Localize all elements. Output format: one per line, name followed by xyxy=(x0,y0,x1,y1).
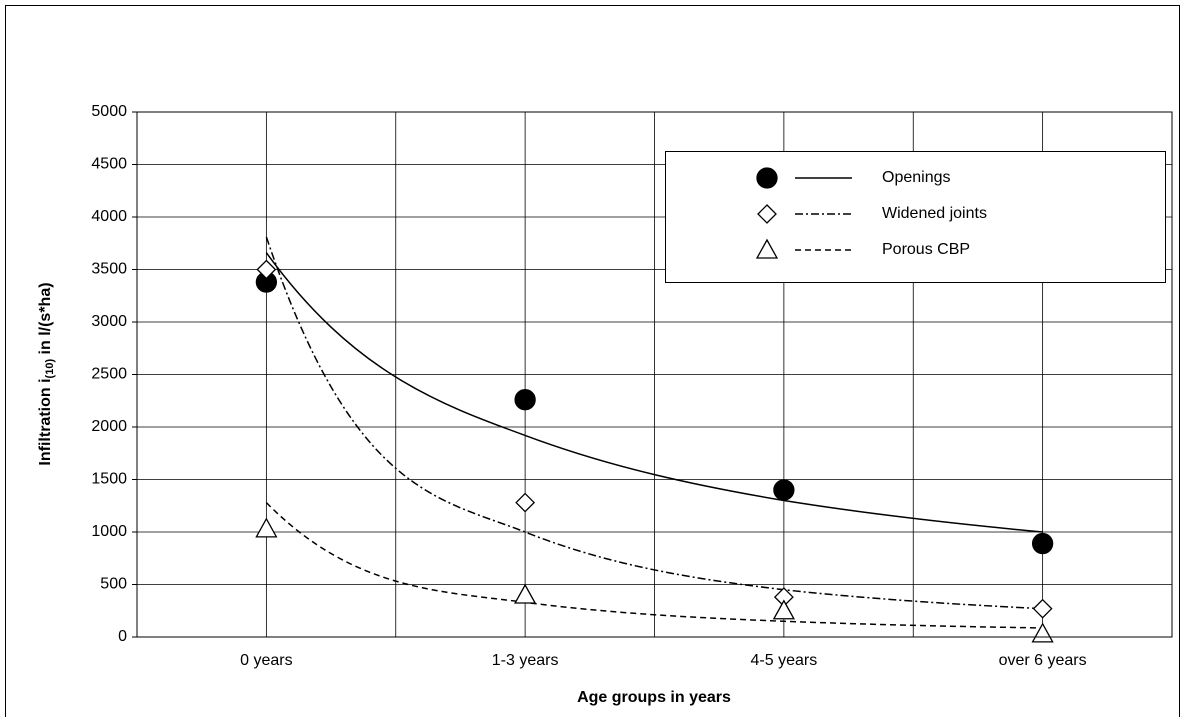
trend-line xyxy=(265,236,1043,610)
legend: Openings Widened joints Porous CBP xyxy=(665,151,1166,283)
y-tick-label: 3500 xyxy=(91,261,127,278)
trend-lines xyxy=(265,236,1043,629)
marker-diamond xyxy=(757,204,777,224)
y-tick-label: 1500 xyxy=(91,471,127,488)
y-tick-label: 4500 xyxy=(91,156,127,173)
y-label-subscript: (10) xyxy=(44,359,56,379)
x-tick-label: 4-5 years xyxy=(751,652,818,669)
legend-label: Openings xyxy=(882,169,951,186)
marker-triangle xyxy=(755,238,779,259)
y-tick-label: 0 xyxy=(118,628,127,645)
marker-triangle xyxy=(255,517,278,538)
y-tick-label: 2000 xyxy=(91,418,127,435)
y-axis-label: Infiltration i(10) in l/(s*ha) xyxy=(37,282,56,465)
marker-circle xyxy=(514,389,536,411)
legend-label: Porous CBP xyxy=(882,241,970,258)
marker-circle xyxy=(756,167,778,189)
markers xyxy=(255,259,1054,643)
marker-circle xyxy=(773,479,795,501)
y-tick-label: 1000 xyxy=(91,523,127,540)
x-tick-label: 1-3 years xyxy=(492,652,559,669)
chart-frame xyxy=(5,5,1180,717)
marker-triangle xyxy=(1031,622,1054,643)
y-tick-label: 3000 xyxy=(91,313,127,330)
marker-triangle xyxy=(514,583,537,604)
marker-diamond xyxy=(256,259,277,280)
x-tick-label: 0 years xyxy=(240,652,292,669)
y-tick-label: 2500 xyxy=(91,366,127,383)
marker-triangle xyxy=(772,599,795,620)
trend-line xyxy=(265,252,1043,533)
x-tick-label: over 6 years xyxy=(999,652,1087,669)
marker-diamond xyxy=(515,492,536,513)
x-axis-label: Age groups in years xyxy=(577,689,731,706)
y-tick-label: 4000 xyxy=(91,208,127,225)
marker-diamond xyxy=(1032,598,1053,619)
y-tick-label: 500 xyxy=(100,576,127,593)
y-label-main: Infiltration i xyxy=(37,378,54,465)
legend-box xyxy=(665,151,1166,283)
y-tick-label: 5000 xyxy=(91,103,127,120)
y-label-rest: in l/(s*ha) xyxy=(37,282,54,358)
legend-label: Widened joints xyxy=(882,205,987,222)
trend-line xyxy=(265,502,1043,629)
marker-circle xyxy=(1031,532,1054,555)
